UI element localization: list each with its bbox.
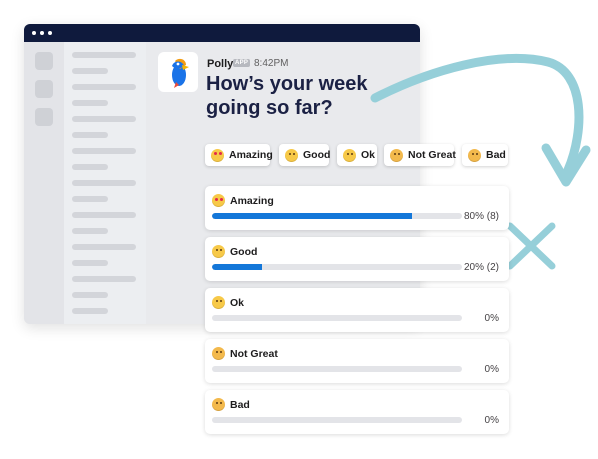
result-card-bad: Bad 0% <box>205 390 509 434</box>
option-button-amazing[interactable]: Amazing <box>205 144 273 166</box>
sidebar-item[interactable] <box>72 148 136 154</box>
sidebar-item[interactable] <box>72 132 108 138</box>
sidebar-item[interactable] <box>72 100 108 106</box>
smiling-emoji-icon <box>212 245 225 258</box>
worried-emoji-icon <box>212 347 225 360</box>
sidebar-item[interactable] <box>72 276 136 282</box>
result-card-amazing: Amazing 80% (8) <box>205 186 509 230</box>
heart-eyes-emoji-icon <box>211 148 224 162</box>
result-bar-track <box>212 213 462 219</box>
sidebar-item[interactable] <box>72 244 136 250</box>
result-card-ok: Ok 0% <box>205 288 509 332</box>
option-button-ok[interactable]: Ok <box>337 144 377 166</box>
result-percent: 80% (8) <box>463 211 499 222</box>
result-percent: 0% <box>484 364 499 375</box>
smiling-emoji-icon <box>285 148 298 162</box>
crying-emoji-icon <box>212 398 225 411</box>
result-bar-track <box>212 417 462 423</box>
result-label: Amazing <box>230 194 274 207</box>
sidebar-item[interactable] <box>72 308 108 314</box>
sidebar-item[interactable] <box>72 116 136 122</box>
channel-sidebar <box>64 42 146 324</box>
result-percent: 0% <box>484 313 499 324</box>
sidebar-item[interactable] <box>72 180 136 186</box>
result-bar-fill <box>212 264 262 270</box>
result-label: Good <box>230 245 258 258</box>
sidebar-item[interactable] <box>72 196 108 202</box>
sidebar-item[interactable] <box>72 164 108 170</box>
option-label: Ok <box>361 149 376 161</box>
result-label: Ok <box>230 296 245 309</box>
workspace-icon[interactable] <box>35 80 53 98</box>
option-button-not-great[interactable]: Not Great <box>384 144 456 166</box>
sidebar-item[interactable] <box>72 52 136 58</box>
result-label: Not Great <box>230 347 278 360</box>
option-label: Good <box>303 149 331 161</box>
result-title: Amazing <box>212 194 274 207</box>
result-percent: 20% (2) <box>463 262 499 273</box>
workspace-icon[interactable] <box>35 108 53 126</box>
window-dot <box>32 31 36 35</box>
neutral-emoji-icon <box>343 148 356 162</box>
result-card-not-great: Not Great 0% <box>205 339 509 383</box>
option-button-bad[interactable]: Bad <box>462 144 508 166</box>
app-badge: APP <box>233 59 251 67</box>
sidebar-item[interactable] <box>72 228 108 234</box>
result-bar-track <box>212 366 462 372</box>
workspace-rail <box>24 42 64 324</box>
bot-name[interactable]: Polly <box>207 58 234 70</box>
result-title: Not Great <box>212 347 278 360</box>
sidebar-item[interactable] <box>72 68 108 74</box>
poll-question: How’s your week going so far? <box>206 73 368 119</box>
worried-emoji-icon <box>390 148 403 162</box>
workspace-icon[interactable] <box>35 52 53 70</box>
neutral-emoji-icon <box>212 296 225 309</box>
result-label: Bad <box>230 398 250 411</box>
option-button-good[interactable]: Good <box>279 144 331 166</box>
option-label: Not Great <box>408 149 456 161</box>
heart-eyes-emoji-icon <box>212 194 225 207</box>
result-card-good: Good 20% (2) <box>205 237 509 281</box>
option-label: Bad <box>486 149 506 161</box>
crying-emoji-icon <box>468 148 481 162</box>
message-timestamp[interactable]: 8:42PM <box>254 58 289 69</box>
result-percent: 0% <box>484 415 499 426</box>
result-bar-track <box>212 315 462 321</box>
sidebar-item[interactable] <box>72 292 108 298</box>
sidebar-item[interactable] <box>72 84 136 90</box>
result-bar-fill <box>212 213 412 219</box>
result-title: Good <box>212 245 257 258</box>
window-titlebar <box>24 24 420 42</box>
result-title: Ok <box>212 296 244 309</box>
parrot-icon <box>172 58 189 88</box>
sidebar-item[interactable] <box>72 260 108 266</box>
result-bar-track <box>212 264 462 270</box>
window-dot <box>48 31 52 35</box>
bot-avatar[interactable] <box>158 52 198 92</box>
window-dot <box>40 31 44 35</box>
sidebar-item[interactable] <box>72 212 136 218</box>
option-label: Amazing <box>229 149 273 161</box>
result-title: Bad <box>212 398 250 411</box>
